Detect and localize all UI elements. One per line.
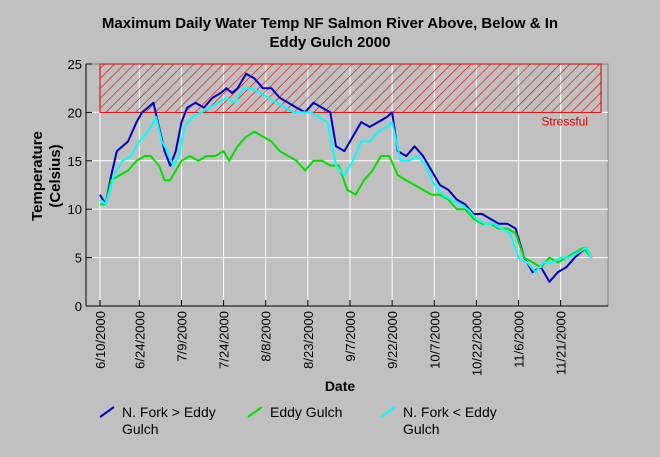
x-tick-label: 6/10/2000 xyxy=(93,311,108,369)
stressful-zone: Stressful xyxy=(99,63,602,128)
x-tick-label: 11/21/2000 xyxy=(554,311,569,375)
x-tick-label: 10/22/2000 xyxy=(469,311,484,376)
axes: 0 5 10 15 20 25 6/10/2000 6/24/2000 7/9/2000 7/24… xyxy=(68,57,608,376)
x-tick-label: 7/24/2000 xyxy=(217,311,232,369)
chart-title-line-2: Eddy Gulch 2000 xyxy=(269,34,391,51)
y-tick-label: 10 xyxy=(68,202,82,217)
legend-label-line: Gulch xyxy=(122,421,159,437)
legend-label-line: N. Fork > Eddy xyxy=(122,404,216,420)
legend-swatch-0 xyxy=(99,406,115,418)
stressful-label: Stressful xyxy=(541,114,588,128)
legend-swatches xyxy=(99,406,396,418)
legend-label-line: Gulch xyxy=(403,421,440,437)
x-tick-label: 8/23/2000 xyxy=(301,311,316,369)
chart-title: Maximum Daily Water Temp NF Salmon River… xyxy=(0,14,660,52)
y-tick-label: 20 xyxy=(68,105,82,120)
y-axis-label-line-1: Temperature xyxy=(29,131,46,221)
x-tick-label: 7/9/2000 xyxy=(174,311,189,362)
legend-swatch-2 xyxy=(380,406,396,418)
series-line-0 xyxy=(99,72,593,283)
x-tick-label: 11/6/2000 xyxy=(512,311,527,368)
chart-title-line-1: Maximum Daily Water Temp NF Salmon River… xyxy=(101,15,559,32)
series-line-1 xyxy=(100,130,593,269)
x-tick-label: 6/24/2000 xyxy=(132,311,147,369)
x-tick-label: 9/7/2000 xyxy=(343,311,358,362)
y-tick-label: 15 xyxy=(68,154,82,169)
legend-entry-nfork-above: N. Fork > Eddy Gulch xyxy=(122,404,216,438)
series-line-2 xyxy=(99,87,593,274)
x-axis-label: Date xyxy=(325,378,356,394)
y-tick-label: 5 xyxy=(75,251,82,266)
y-tick-label: 25 xyxy=(68,57,82,72)
x-tick-label: 10/7/2000 xyxy=(427,311,442,369)
legend-swatch-1 xyxy=(247,406,263,418)
y-axis-label-line-2: (Celsius) xyxy=(47,144,64,207)
x-tick-label: 9/22/2000 xyxy=(385,311,400,369)
legend-entry-eddy-gulch: Eddy Gulch xyxy=(270,404,342,421)
y-tick-label: 0 xyxy=(75,299,82,314)
legend-entry-nfork-below: N. Fork < Eddy Gulch xyxy=(403,404,497,438)
legend-label-line: N. Fork < Eddy xyxy=(403,404,497,420)
series-lines xyxy=(99,72,593,283)
legend-label-line: Eddy Gulch xyxy=(270,404,343,420)
stressful-band xyxy=(99,63,602,113)
x-tick-label: 8/8/2000 xyxy=(259,311,274,362)
